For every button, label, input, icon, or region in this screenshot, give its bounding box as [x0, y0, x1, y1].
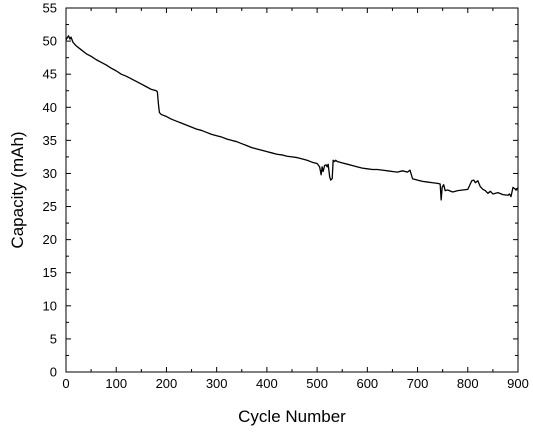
- y-tick-label: 10: [43, 298, 57, 313]
- x-axis-title: Cycle Number: [238, 407, 346, 426]
- capacity-series-line: [65, 35, 519, 201]
- x-tick-label: 600: [356, 376, 378, 391]
- y-tick-label: 55: [43, 1, 57, 16]
- x-tick-label: 0: [62, 376, 69, 391]
- plot-area-frame: [65, 7, 519, 373]
- x-tick-label: 700: [407, 376, 429, 391]
- y-tick-label: 30: [43, 166, 57, 181]
- x-tick-label: 100: [105, 376, 127, 391]
- x-tick-label: 800: [457, 376, 479, 391]
- axis-ticks: [65, 7, 519, 373]
- tick-labels: 0 100 200 300 400 500 600 700 800 900 0 5 10 15 20 25 30…: [43, 1, 529, 392]
- y-tick-label: 35: [43, 133, 57, 148]
- y-tick-label: 5: [50, 331, 57, 346]
- y-tick-label: 40: [43, 100, 57, 115]
- y-tick-label: 0: [50, 365, 57, 380]
- y-axis-title: Capacity (mAh): [8, 131, 27, 248]
- x-tick-label: 400: [256, 376, 278, 391]
- x-tick-label: 300: [206, 376, 228, 391]
- x-tick-label: 200: [156, 376, 178, 391]
- y-tick-label: 20: [43, 232, 57, 247]
- x-tick-label: 500: [306, 376, 328, 391]
- y-tick-label: 50: [43, 34, 57, 49]
- y-tick-label: 45: [43, 67, 57, 82]
- y-tick-label: 25: [43, 199, 57, 214]
- y-tick-label: 15: [43, 265, 57, 280]
- x-tick-label: 900: [507, 376, 529, 391]
